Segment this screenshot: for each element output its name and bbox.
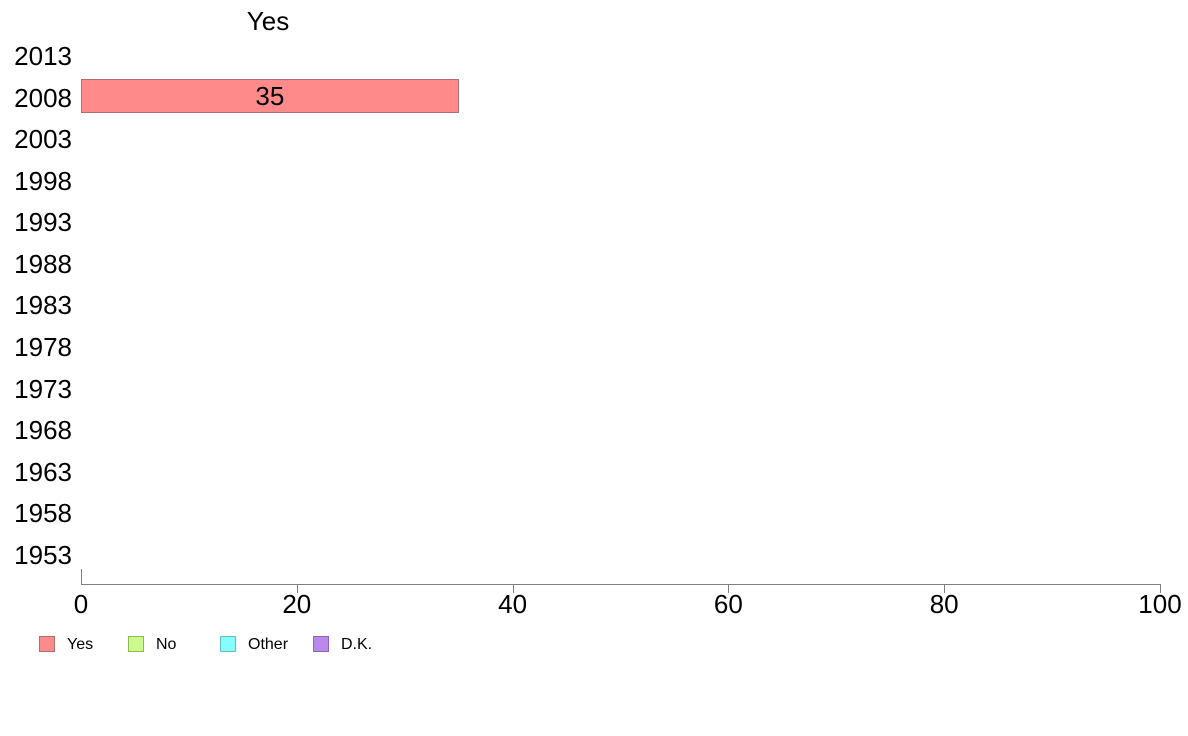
y-axis-label-1993: 1993 <box>14 207 72 238</box>
y-axis-label-1968: 1968 <box>14 415 72 446</box>
y-axis-label-1978: 1978 <box>14 332 72 363</box>
legend-swatch-other <box>220 636 236 652</box>
x-axis-line <box>81 584 1161 585</box>
legend-swatch-no <box>128 636 144 652</box>
x-axis-tick-label-100: 100 <box>1138 589 1182 619</box>
y-axis-label-1958: 1958 <box>14 498 72 529</box>
legend-label-no: No <box>156 636 177 653</box>
legend-swatch-d.k. <box>313 636 329 652</box>
x-axis-tick-label-60: 60 <box>713 589 743 619</box>
x-axis-tick-80 <box>944 585 945 593</box>
y-axis-label-1973: 1973 <box>14 373 72 404</box>
legend-label-yes: Yes <box>67 636 94 653</box>
x-axis-tick-label-20: 20 <box>282 589 312 619</box>
x-axis-tick-label-40: 40 <box>498 589 528 619</box>
y-axis-label-2003: 2003 <box>14 124 72 155</box>
y-axis-label-2013: 2013 <box>14 41 72 71</box>
x-axis-tick-20 <box>297 585 298 593</box>
y-axis-label-2008: 2008 <box>14 82 72 113</box>
x-axis-origin-stub <box>81 569 82 584</box>
y-axis-label-1953: 1953 <box>14 539 72 570</box>
legend-label-other: Other <box>248 636 289 653</box>
y-axis-label-1998: 1998 <box>14 165 72 196</box>
y-axis-label-1988: 1988 <box>14 248 72 279</box>
x-axis-tick-40 <box>513 585 514 593</box>
x-axis-tick-label-0: 0 <box>73 589 89 619</box>
chart-title: Yes <box>246 6 290 36</box>
x-axis-tick-100 <box>1160 585 1161 593</box>
y-axis-label-1983: 1983 <box>14 290 72 321</box>
x-axis-tick-60 <box>728 585 729 593</box>
bar-yes-2008: 35 <box>81 78 459 113</box>
legend-swatch-yes <box>39 636 55 652</box>
y-axis-label-1963: 1963 <box>14 456 72 487</box>
legend-label-d.k.: D.K. <box>341 636 373 653</box>
x-axis-tick-label-80: 80 <box>929 589 959 619</box>
bar-value-label: 35 <box>255 80 285 111</box>
